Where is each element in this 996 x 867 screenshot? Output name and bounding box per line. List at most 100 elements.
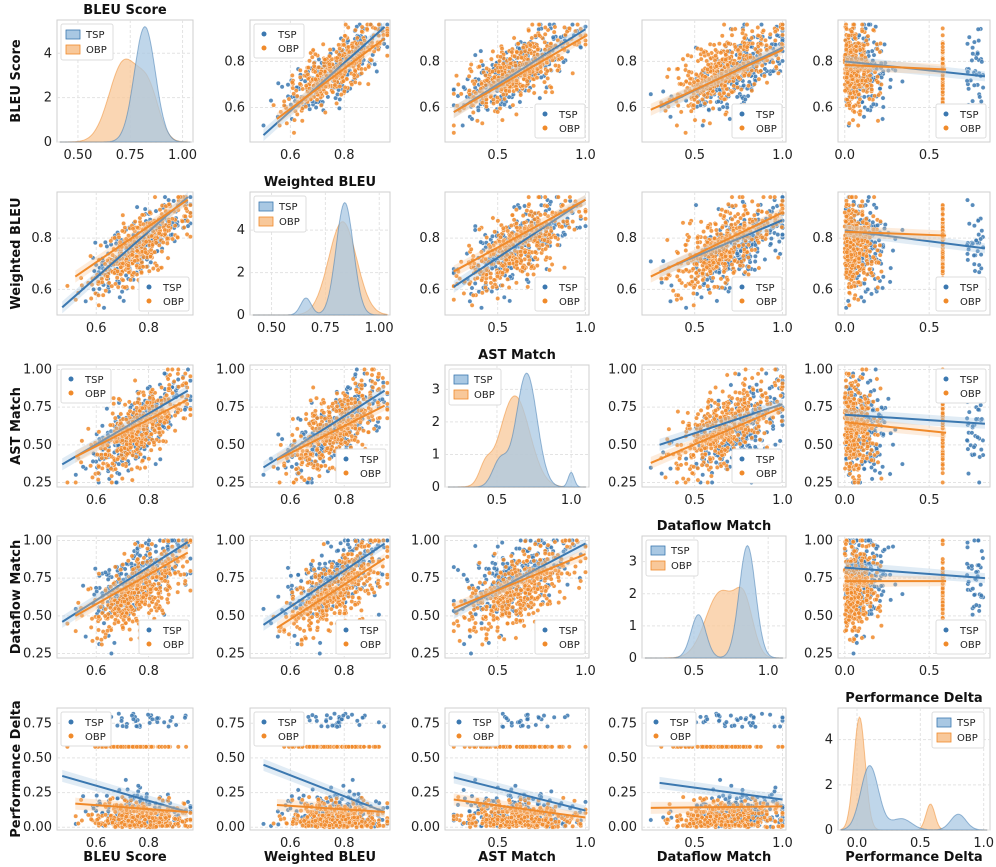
point-tsp [117,294,123,300]
point-obp [540,242,545,248]
point-obp [340,37,346,43]
point-obp [683,242,688,248]
point-obp [499,282,505,288]
point-obp [542,25,548,30]
point-obp [320,41,326,47]
point-obp [755,33,761,38]
point-tsp [972,39,977,45]
point-obp [723,253,728,259]
x-tick-label: 0.5 [487,148,508,163]
point-obp [559,55,565,61]
point-obp [128,277,133,283]
point-obp [746,271,751,277]
point-tsp [578,45,584,50]
point-obp [103,288,109,294]
point-obp [722,261,728,267]
x-tick-label: 0.75 [116,148,145,163]
point-tsp [561,59,566,65]
point-obp [723,52,729,58]
legend-label-tsp: TSP [162,283,182,294]
legend-label-obp: OBP [559,297,580,308]
point-tsp [451,87,457,93]
point-tsp [548,199,554,205]
legend-marker-obp [739,125,745,131]
point-obp [674,297,680,303]
x-tick-label: 1.0 [772,321,793,336]
point-obp [542,31,548,37]
point-obp [572,227,577,233]
point-obp [526,261,532,267]
point-obp [755,208,761,214]
y-tick-label: 0.6 [419,282,440,297]
point-tsp [478,239,484,245]
point-obp [483,280,489,285]
point-obp [721,90,727,96]
point-obp [707,268,713,274]
point-obp [711,42,717,48]
point-obp [470,292,476,298]
point-obp [761,194,766,200]
point-obp [536,22,542,27]
point-tsp [699,294,704,300]
point-obp [484,235,490,240]
point-obp [175,235,181,240]
point-obp [664,237,670,243]
point-tsp [768,241,774,247]
point-obp [294,112,300,117]
point-obp [742,35,747,41]
point-obp [531,271,536,277]
point-obp [864,83,870,89]
point-obp [564,218,570,224]
point-obp [291,130,297,136]
point-obp [555,194,561,200]
point-obp [514,207,519,213]
point-obp [522,48,528,54]
point-obp [520,213,526,219]
point-obp [719,252,724,258]
point-obp [563,198,568,204]
legend-marker-tsp [943,111,949,117]
legend-label-tsp: TSP [558,110,578,121]
point-obp [305,72,311,77]
point-obp [526,194,532,200]
point-obp [147,210,153,215]
legend-marker-tsp [542,284,548,290]
point-obp [352,27,358,33]
point-obp [740,242,746,248]
point-tsp [648,258,654,264]
point-obp [156,230,162,236]
point-obp [683,63,689,68]
point-obp [717,41,722,47]
point-tsp [762,257,768,262]
point-obp [454,73,459,79]
point-obp [717,91,722,97]
point-obp [65,283,70,289]
point-obp [514,220,519,226]
point-obp [146,268,152,274]
point-obp [514,259,520,265]
point-obp [770,59,776,65]
point-obp [384,53,390,59]
point-obp [940,56,946,62]
point-obp [509,49,515,55]
point-obp [690,266,696,272]
point-tsp [727,116,733,122]
point-obp [312,51,318,57]
point-obp [461,290,467,296]
point-tsp [977,94,983,100]
point-tsp [336,105,342,111]
point-tsp [969,58,975,63]
point-obp [534,263,540,268]
point-obp [725,277,730,283]
point-obp [729,50,735,55]
point-tsp [570,22,575,27]
point-obp [303,104,309,110]
point-obp [518,92,524,98]
point-obp [532,255,538,261]
point-obp [507,261,513,267]
point-obp [532,249,538,255]
